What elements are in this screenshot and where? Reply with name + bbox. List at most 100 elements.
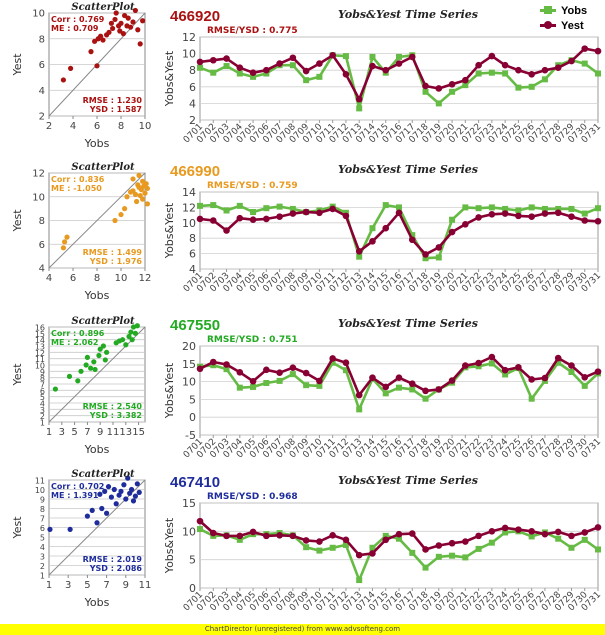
scatter-stat-me: ME : -1.050 xyxy=(51,184,102,193)
series-point-yest xyxy=(448,377,456,384)
series-point-yobs xyxy=(223,366,230,373)
series-point-yobs xyxy=(515,84,522,91)
scatter-point xyxy=(130,498,137,504)
series-point-yest xyxy=(329,355,336,362)
scatter-stat-ysd: YSD : 2.086 xyxy=(89,564,143,573)
series-point-yest xyxy=(196,215,204,223)
series-point-yobs xyxy=(449,88,456,95)
series-point-yest xyxy=(515,526,522,533)
scatter-point xyxy=(98,33,104,39)
series-point-yest xyxy=(329,205,336,213)
series-point-yest xyxy=(408,530,416,537)
scatter-xtick-label: 12 xyxy=(139,273,152,284)
series-point-yobs xyxy=(342,367,349,374)
series-point-yest xyxy=(355,551,363,559)
series-point-yest xyxy=(462,221,469,228)
timeseries-ytick-label: 15 xyxy=(182,358,196,371)
timeseries-ylabel: Yobs&Yest xyxy=(163,362,176,419)
series-point-yobs xyxy=(210,202,217,209)
series-point-yobs xyxy=(250,383,257,390)
scatter-title: ScatterPlot xyxy=(71,2,135,13)
series-point-yest xyxy=(594,368,602,375)
series-point-yobs xyxy=(555,535,562,542)
series-point-yobs xyxy=(382,390,389,397)
series-point-yobs xyxy=(515,207,522,214)
series-point-yest xyxy=(488,211,496,218)
series-point-yest xyxy=(541,210,549,217)
scatter-point xyxy=(110,25,116,32)
series-point-yobs xyxy=(236,536,243,543)
timeseries-ytick-label: 12 xyxy=(182,201,196,214)
series-point-yest xyxy=(223,227,230,234)
series-point-yobs xyxy=(475,70,482,77)
scatter-ytick-label: 4 xyxy=(39,86,45,97)
series-point-yest xyxy=(276,60,283,67)
scatter-point xyxy=(126,333,132,340)
scatter-xtick-label: 3 xyxy=(59,427,65,438)
series-point-yobs xyxy=(555,205,562,212)
scatter-point xyxy=(130,176,136,182)
rmse-ysd-ratio: RMSE/YSD : 0.968 xyxy=(207,492,298,502)
series-point-yest xyxy=(236,64,244,72)
series-point-yobs xyxy=(396,384,402,391)
series-point-yest xyxy=(316,60,323,67)
series-point-yobs xyxy=(475,205,482,212)
timeseries-title: Yobs&Yest Time Series xyxy=(338,474,478,487)
series-point-yobs xyxy=(409,549,416,556)
timeseries-plot-area xyxy=(199,36,599,121)
scatter-stat-ysd: YSD : 1.976 xyxy=(89,257,143,266)
series-point-yest xyxy=(581,374,589,381)
series-point-yest xyxy=(249,528,257,536)
scatter-ytick-label: 5 xyxy=(40,393,45,402)
series-point-yobs xyxy=(263,70,270,77)
series-point-yest xyxy=(568,213,575,220)
series-point-yest xyxy=(302,67,310,75)
scatter-ylabel: Yest xyxy=(11,363,24,387)
series-point-yest xyxy=(395,209,403,217)
scatter-xtick-label: 6 xyxy=(70,273,76,284)
scatter-point xyxy=(112,217,118,224)
timeseries-ytick-label: 10 xyxy=(182,525,196,538)
series-point-yest xyxy=(249,377,257,385)
scatter-point xyxy=(62,239,68,245)
scatter-point xyxy=(122,12,128,19)
scatter-point xyxy=(67,526,73,533)
timeseries-plot-area xyxy=(199,502,599,589)
timeseries-ylabel: Yobs&Yest xyxy=(163,202,176,259)
series-point-yest xyxy=(408,236,416,244)
scatter-stat-corr: Corr : 0.896 xyxy=(51,329,105,338)
scatter-ytick-label: 3 xyxy=(40,553,45,562)
scatter-point xyxy=(132,493,138,499)
scatter-diagonal xyxy=(48,479,146,576)
series-point-yest xyxy=(249,216,257,224)
series-point-yest xyxy=(382,383,390,391)
series-point-yobs xyxy=(528,533,535,540)
scatter-point xyxy=(89,507,95,513)
series-point-yobs xyxy=(595,70,601,77)
scatter-point xyxy=(144,185,150,192)
scatter-point xyxy=(100,37,106,43)
station-id: 466920 xyxy=(170,8,220,25)
scatter-point xyxy=(91,359,97,365)
series-point-yest xyxy=(249,69,257,76)
scatter-xlabel: Yobs xyxy=(84,137,110,150)
series-point-yobs xyxy=(595,546,601,553)
scatter-ytick-label: 6 xyxy=(39,60,45,71)
timeseries-chart-4: 0510150701070207030704070507060707070807… xyxy=(163,474,603,613)
series-point-yobs xyxy=(528,395,535,402)
series-point-yobs xyxy=(223,207,230,214)
series-point-yobs xyxy=(581,60,588,67)
scatter-ytick-label: 16 xyxy=(35,324,45,333)
series-point-yest xyxy=(395,530,403,538)
scatter-point xyxy=(60,245,66,251)
series-point-yobs xyxy=(236,70,243,77)
series-point-yest xyxy=(302,369,310,377)
series-point-yest xyxy=(263,66,270,74)
series-point-yest xyxy=(515,66,522,74)
series-point-yobs xyxy=(528,204,535,211)
series-point-yest xyxy=(581,217,589,224)
